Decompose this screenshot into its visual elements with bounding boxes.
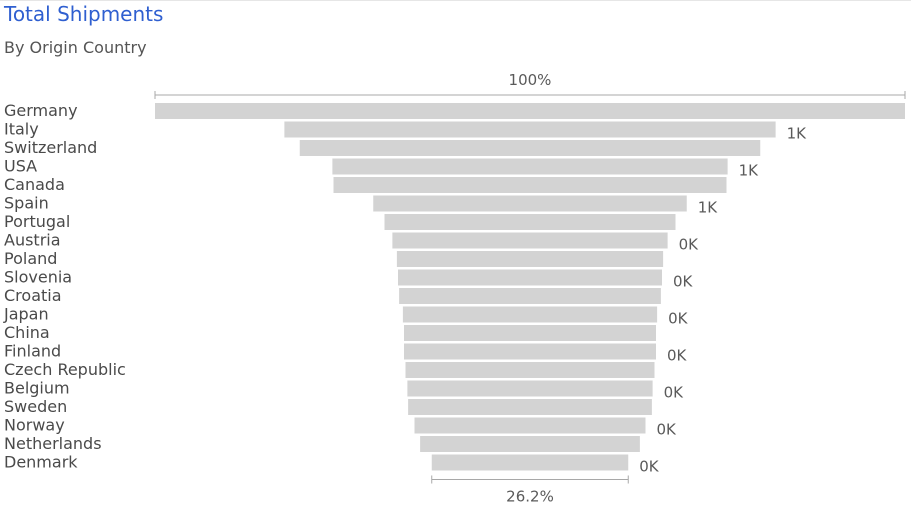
category-label: Spain bbox=[4, 194, 49, 213]
funnel-bar bbox=[402, 306, 658, 323]
category-label: Japan bbox=[3, 305, 49, 324]
category-label: USA bbox=[4, 157, 37, 176]
data-label: 0K bbox=[673, 273, 694, 291]
funnel-bar bbox=[392, 232, 668, 249]
funnel-bar bbox=[373, 195, 687, 212]
chart-subtitle: By Origin Country bbox=[4, 38, 147, 57]
funnel-bar bbox=[404, 325, 656, 341]
category-label: Belgium bbox=[4, 379, 70, 398]
data-label: 0K bbox=[667, 347, 688, 365]
data-label: 1K bbox=[739, 162, 760, 180]
funnel-bar bbox=[384, 214, 676, 230]
funnel-bar bbox=[299, 140, 761, 156]
category-label: Norway bbox=[4, 416, 65, 435]
category-label: Austria bbox=[4, 231, 61, 250]
data-label: 0K bbox=[664, 384, 685, 402]
funnel-bar bbox=[404, 343, 656, 360]
funnel-bar bbox=[407, 380, 653, 397]
bottom-percent-label: 26.2% bbox=[506, 488, 554, 506]
category-label: Poland bbox=[4, 249, 57, 268]
category-label: Canada bbox=[4, 175, 65, 194]
category-label: Finland bbox=[4, 342, 61, 361]
category-label: Switzerland bbox=[4, 138, 97, 157]
funnel-bar bbox=[399, 288, 661, 304]
data-label: 1K bbox=[698, 199, 719, 217]
top-border bbox=[0, 0, 911, 1]
category-label: China bbox=[4, 323, 50, 342]
funnel-bar bbox=[405, 362, 655, 378]
category-label: Croatia bbox=[4, 286, 62, 305]
funnel-bar bbox=[431, 454, 629, 471]
chart-title: Total Shipments bbox=[4, 2, 164, 26]
category-label: Czech Republic bbox=[4, 360, 126, 379]
funnel-bar bbox=[420, 436, 640, 452]
category-label: Italy bbox=[4, 120, 39, 139]
category-label: Germany bbox=[4, 101, 78, 120]
data-label: 0K bbox=[668, 310, 689, 328]
funnel-bar bbox=[333, 177, 727, 193]
funnel-bar bbox=[414, 417, 646, 434]
data-label: 0K bbox=[679, 236, 700, 254]
funnel-bar bbox=[408, 399, 652, 415]
data-label: 1K bbox=[787, 125, 808, 143]
category-label: Slovenia bbox=[4, 268, 72, 287]
category-label: Sweden bbox=[4, 397, 67, 416]
data-label: 0K bbox=[639, 458, 660, 476]
category-label: Denmark bbox=[4, 453, 78, 472]
data-label: 0K bbox=[657, 421, 678, 439]
funnel-bar bbox=[332, 158, 728, 175]
funnel-bar bbox=[398, 269, 662, 286]
funnel-bar bbox=[155, 103, 905, 119]
category-label: Netherlands bbox=[4, 434, 102, 453]
top-percent-label: 100% bbox=[509, 71, 552, 89]
funnel-bar bbox=[396, 251, 664, 267]
funnel-bar bbox=[284, 121, 776, 138]
category-label: Portugal bbox=[4, 212, 70, 231]
